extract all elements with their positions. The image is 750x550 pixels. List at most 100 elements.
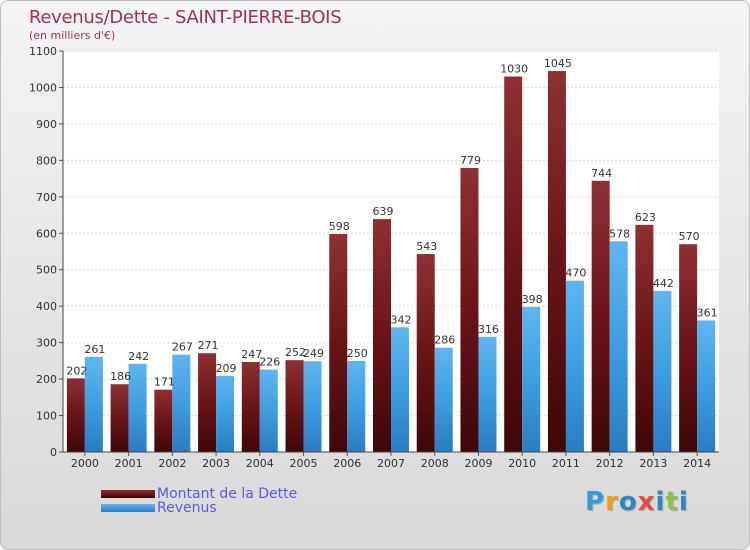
data-label-dette: 1045: [544, 57, 572, 70]
x-tick-label: 2012: [596, 457, 624, 470]
data-label-revenus: 242: [128, 350, 149, 363]
bar-dette: [154, 389, 173, 452]
data-label-dette: 543: [416, 240, 437, 253]
data-label-dette: 186: [110, 370, 131, 383]
data-label-dette: 570: [679, 230, 700, 243]
data-label-dette: 247: [241, 348, 262, 361]
legend-label-dette: Montant de la Dette: [157, 486, 298, 502]
logo-letter: i: [678, 487, 689, 517]
bar-dette: [198, 353, 217, 452]
data-label-dette: 271: [198, 339, 219, 352]
logo-letter: x: [637, 487, 656, 517]
legend-item-revenus: Revenus: [101, 500, 297, 516]
data-label-revenus: 316: [478, 323, 499, 336]
y-tick-label: 500: [36, 264, 57, 277]
y-tick-label: 600: [36, 227, 57, 240]
data-label-revenus: 209: [216, 362, 237, 375]
x-tick-label: 2008: [421, 457, 449, 470]
y-tick-label: 900: [36, 118, 57, 131]
bar-revenus: [216, 375, 235, 452]
x-tick-label: 2014: [683, 457, 711, 470]
x-tick-label: 2002: [158, 457, 186, 470]
bar-dette: [416, 254, 435, 452]
x-tick-label: 2003: [202, 457, 230, 470]
x-tick-label: 2001: [115, 457, 143, 470]
x-tick-label: 2005: [290, 457, 318, 470]
bar-dette: [635, 224, 654, 452]
bar-revenus: [303, 361, 322, 452]
chart-subtitle: (en milliers d'€): [29, 29, 116, 42]
legend: Montant de la Dette Revenus: [101, 486, 298, 516]
x-tick-label: 2006: [333, 457, 361, 470]
y-tick-label: 800: [36, 154, 57, 167]
bar-revenus: [478, 336, 497, 452]
data-label-revenus: 261: [84, 343, 105, 356]
legend-swatch-revenus: [101, 504, 155, 512]
legend-label-revenus: Revenus: [157, 500, 217, 516]
data-label-dette: 171: [154, 376, 175, 389]
data-label-revenus: 286: [434, 334, 455, 347]
data-label-revenus: 250: [347, 347, 368, 360]
x-tick-label: 2013: [639, 457, 667, 470]
data-label-revenus: 226: [259, 356, 280, 369]
data-label-dette: 1030: [500, 63, 528, 76]
legend-item-dette: Montant de la Dette: [101, 486, 298, 502]
data-label-revenus: 578: [609, 227, 630, 240]
logo-letter: P: [585, 487, 606, 517]
data-label-dette: 202: [66, 364, 87, 377]
bar-revenus: [347, 360, 366, 452]
proxiti-logo: Proxiti: [585, 487, 689, 517]
y-tick-label: 100: [36, 410, 57, 423]
y-tick-label: 1100: [29, 45, 57, 58]
data-label-revenus: 442: [653, 277, 674, 290]
y-tick-label: 300: [36, 337, 57, 350]
logo-letter: t: [665, 487, 679, 517]
bar-revenus: [697, 320, 716, 452]
chart-title: Revenus/Dette - SAINT-PIERRE-BOIS: [29, 7, 342, 28]
bar-revenus: [565, 280, 584, 452]
legend-swatch-dette: [101, 490, 155, 498]
bar-revenus: [434, 347, 453, 452]
bar-dette: [591, 180, 610, 452]
logo-letter: o: [618, 487, 638, 517]
y-tick-label: 1000: [29, 81, 57, 94]
bar-dette: [110, 384, 129, 452]
bar-dette: [285, 360, 304, 452]
bar-revenus: [259, 369, 278, 452]
x-tick-label: 2004: [246, 457, 274, 470]
data-label-revenus: 267: [172, 341, 193, 354]
data-label-revenus: 249: [303, 347, 324, 360]
y-tick-label: 700: [36, 191, 57, 204]
bar-dette: [460, 168, 479, 452]
x-tick-label: 2010: [508, 457, 536, 470]
y-tick-label: 0: [50, 446, 57, 459]
x-tick-label: 2007: [377, 457, 405, 470]
bar-revenus: [128, 363, 147, 452]
data-label-dette: 598: [329, 220, 350, 233]
data-label-revenus: 470: [565, 267, 586, 280]
x-tick-label: 2011: [552, 457, 580, 470]
y-tick-label: 200: [36, 373, 57, 386]
x-tick-label: 2009: [464, 457, 492, 470]
data-label-revenus: 342: [391, 313, 412, 326]
bar-dette: [241, 361, 260, 452]
bar-revenus: [653, 290, 672, 452]
bar-revenus: [84, 356, 103, 452]
bar-revenus: [172, 354, 191, 452]
bar-dette: [504, 76, 523, 452]
x-tick-label: 2000: [71, 457, 99, 470]
bar-revenus: [522, 306, 541, 452]
data-label-dette: 252: [285, 346, 306, 359]
data-label-dette: 779: [460, 154, 481, 167]
bar-dette: [329, 234, 348, 452]
data-label-dette: 623: [635, 211, 656, 224]
bar-dette: [373, 219, 391, 452]
bar-dette: [66, 378, 85, 452]
bar-dette: [679, 244, 698, 452]
bar-revenus: [391, 327, 409, 452]
data-label-dette: 744: [591, 167, 612, 180]
logo-letter: i: [655, 487, 666, 517]
data-label-revenus: 361: [697, 306, 718, 319]
